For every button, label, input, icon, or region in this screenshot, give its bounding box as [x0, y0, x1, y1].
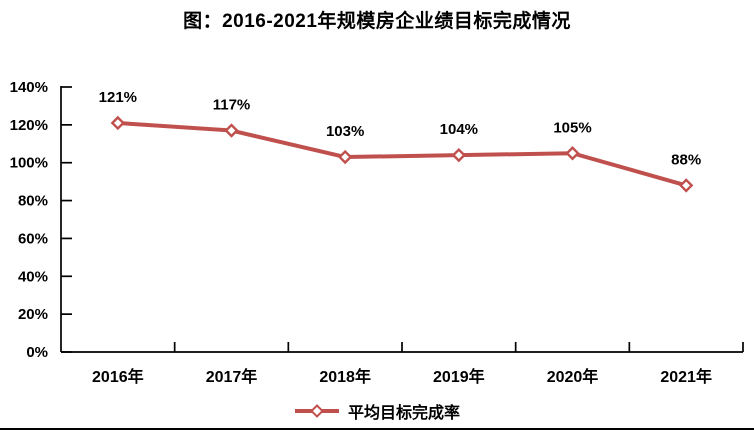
- data-point-marker: [678, 178, 694, 193]
- x-axis-category-label: 2021年: [660, 367, 712, 386]
- page-bottom-rule: [0, 428, 754, 430]
- series-line: [115, 120, 689, 188]
- y-axis-tick-label: 0%: [26, 344, 48, 361]
- data-point-label: 117%: [213, 97, 251, 114]
- data-point-marker: [337, 149, 353, 165]
- line-chart: 0% 20% 40% 60% 80% 100% 120% 140% 2016年 2017年 2018…: [10, 79, 744, 386]
- data-point-marker: [451, 147, 467, 163]
- x-axis-category-label: 2017年: [206, 367, 258, 386]
- legend-label: 平均目标完成率: [347, 405, 460, 422]
- data-point-label: 103%: [326, 123, 364, 140]
- x-axis-category-label: 2020年: [547, 367, 599, 386]
- data-point-marker: [565, 146, 580, 161]
- y-axis-tick-label: 140%: [10, 79, 48, 96]
- chart-title: 图：2016-2021年规模房企业绩目标完成情况: [183, 11, 571, 32]
- y-axis-tick-label: 100%: [10, 155, 48, 172]
- data-point-label: 88%: [671, 151, 701, 168]
- y-axis-tick-label: 20%: [18, 306, 48, 323]
- data-point-label: 105%: [553, 119, 591, 136]
- y-axis-tick-label: 40%: [18, 268, 48, 285]
- x-axis-category-label: 2019年: [433, 367, 485, 386]
- legend-line-marker-icon: [294, 404, 339, 418]
- y-axis-tick-label: 60%: [18, 230, 48, 247]
- chart-legend: 平均目标完成率: [0, 400, 754, 422]
- x-axis-category-label: 2018年: [319, 367, 371, 386]
- data-point-marker: [224, 123, 239, 138]
- data-point-label: 104%: [440, 121, 478, 138]
- data-point-label: 121%: [99, 89, 137, 106]
- y-axis-tick-label: 120%: [10, 117, 48, 134]
- y-axis-tick-label: 80%: [18, 193, 48, 210]
- data-point-marker: [110, 115, 126, 131]
- x-axis-category-label: 2016年: [92, 367, 144, 386]
